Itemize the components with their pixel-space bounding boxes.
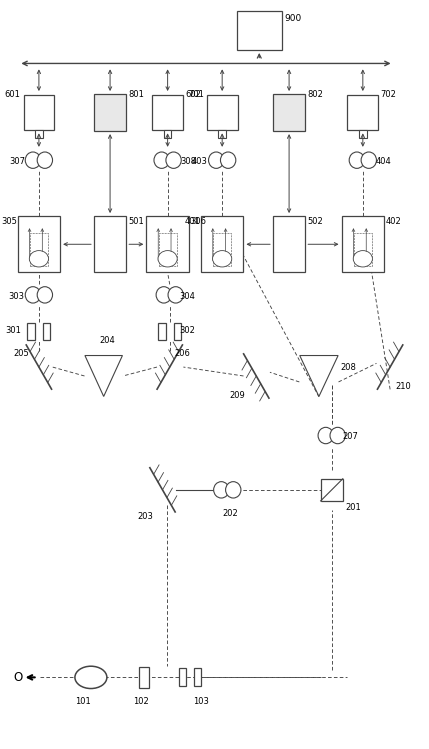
Text: 302: 302 [179,326,195,335]
Ellipse shape [353,251,372,267]
Text: 102: 102 [133,697,148,706]
Text: 203: 203 [137,512,153,521]
Ellipse shape [25,287,41,303]
Text: 702: 702 [381,90,396,99]
Bar [94,94,126,131]
Text: 305: 305 [1,216,17,225]
Bar [320,479,343,501]
Ellipse shape [166,152,181,169]
Ellipse shape [214,482,229,498]
Text: 208: 208 [340,363,356,372]
Text: 209: 209 [230,391,245,400]
Bar [179,668,186,686]
Text: 101: 101 [75,697,91,706]
Bar [207,94,238,130]
Text: 207: 207 [342,432,358,441]
Text: 502: 502 [307,216,323,225]
Text: 307: 307 [9,157,25,166]
Text: 304: 304 [179,292,195,301]
Text: 301: 301 [5,326,21,335]
Text: 206: 206 [175,349,191,358]
Text: 205: 205 [13,349,29,358]
Bar [201,216,244,272]
Bar [152,94,183,130]
Text: 402: 402 [386,216,402,225]
Bar [18,216,60,272]
Text: 306: 306 [190,216,207,225]
Text: 602: 602 [185,90,201,99]
Bar [354,233,372,266]
Text: O: O [13,671,22,684]
Bar [218,130,226,138]
Bar [347,94,378,130]
Polygon shape [85,356,122,396]
Text: 210: 210 [395,382,411,391]
Text: 403: 403 [191,157,207,166]
Bar [158,323,166,339]
Polygon shape [300,356,338,396]
Bar [194,668,201,686]
Ellipse shape [213,251,232,267]
Text: 802: 802 [307,90,323,99]
Bar [174,323,181,339]
Text: 501: 501 [128,216,144,225]
Bar [146,216,189,272]
Bar [273,94,305,131]
Text: 801: 801 [128,90,144,99]
Ellipse shape [208,152,224,169]
Bar [159,233,177,266]
Bar [164,130,172,138]
Bar [359,130,367,138]
Ellipse shape [318,428,333,443]
Bar [273,216,305,272]
Ellipse shape [37,287,52,303]
Ellipse shape [226,482,241,498]
Text: 204: 204 [100,336,115,345]
Text: 103: 103 [193,697,209,706]
Text: 308: 308 [181,157,196,166]
Ellipse shape [221,152,236,169]
Text: 404: 404 [376,157,391,166]
Bar [139,667,149,688]
Text: 202: 202 [222,509,238,518]
Bar [237,11,281,50]
Bar [213,233,231,266]
Bar [30,233,48,266]
Text: 303: 303 [8,292,24,301]
Ellipse shape [29,251,48,267]
Ellipse shape [154,152,169,169]
Bar [35,130,43,138]
Text: 401: 401 [184,216,200,225]
Bar [24,94,54,130]
Bar [27,323,35,339]
Ellipse shape [168,287,183,303]
Ellipse shape [25,152,41,169]
Ellipse shape [330,428,345,443]
Ellipse shape [37,152,52,169]
Text: 900: 900 [285,14,302,23]
Bar [43,323,50,339]
Ellipse shape [156,287,172,303]
Ellipse shape [75,666,107,688]
Bar [94,216,126,272]
Ellipse shape [361,152,377,169]
Ellipse shape [349,152,365,169]
Bar [341,216,384,272]
Text: 201: 201 [345,503,361,512]
Ellipse shape [158,251,177,267]
Text: 601: 601 [5,90,21,99]
Text: 701: 701 [188,90,204,99]
